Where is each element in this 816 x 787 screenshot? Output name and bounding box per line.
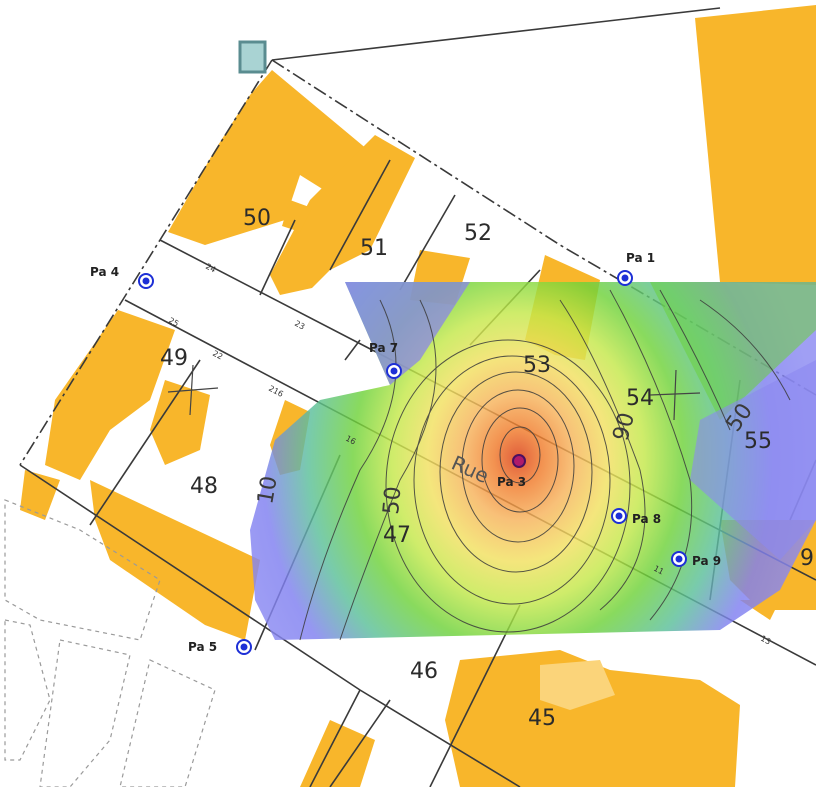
building (270, 135, 415, 295)
plot-label-45: 45 (528, 706, 556, 731)
survey-crosshair-icon (167, 364, 701, 421)
street-number: 13 (759, 634, 772, 647)
street-number: 25 (167, 316, 180, 329)
street-number: 11 (652, 564, 665, 577)
well-label: Pa 5 (188, 640, 217, 654)
plot-label-50: 50 (243, 206, 271, 231)
well-pa7[interactable]: Pa 7 (369, 341, 402, 379)
building-layer (20, 5, 816, 787)
building (540, 660, 615, 710)
building (90, 480, 260, 640)
street-number: 22 (211, 349, 224, 362)
building (695, 5, 816, 285)
contamination-plume (250, 282, 816, 641)
well-pa1[interactable]: Pa 1 (617, 251, 655, 286)
building (445, 650, 740, 787)
well-label: Pa 1 (626, 251, 655, 265)
well-label: Pa 8 (632, 512, 661, 526)
plot-label-9: 9 (800, 546, 814, 571)
well-label: Pa 9 (692, 554, 721, 568)
contour-label: 10 (253, 474, 282, 506)
street-numbers: 24 22 23 25 216 16 11 13 (167, 262, 772, 647)
plot-label-52: 52 (464, 221, 492, 246)
well-pa5[interactable]: Pa 5 (188, 639, 252, 655)
plot-label-46: 46 (410, 659, 438, 684)
well-pa8[interactable]: Pa 8 (611, 508, 661, 526)
street-number: 216 (267, 384, 285, 399)
street-number: 24 (204, 262, 217, 275)
well-pa9[interactable]: Pa 9 (671, 551, 721, 568)
building (45, 310, 175, 480)
street-number: 16 (344, 434, 357, 447)
plot-label-47: 47 (383, 523, 411, 548)
well-label: Pa 3 (497, 475, 526, 489)
building (150, 380, 210, 465)
parcel-outlines (4, 499, 216, 787)
plot-label-49: 49 (160, 346, 188, 371)
building (282, 200, 312, 232)
contour-label: 50 (379, 485, 406, 515)
building (20, 470, 60, 520)
plot-label-51: 51 (360, 236, 388, 261)
plot-label-54: 54 (626, 386, 654, 411)
well-pa4[interactable]: Pa 4 (90, 265, 154, 289)
well-pa3[interactable]: Pa 3 (497, 454, 526, 489)
well-label: Pa 7 (369, 341, 398, 355)
building (168, 70, 368, 245)
street-number: 23 (293, 319, 306, 332)
plot-label-55: 55 (744, 429, 772, 454)
boundary-marker-icon (238, 40, 267, 74)
plot-label-53: 53 (523, 353, 551, 378)
well-label: Pa 4 (90, 265, 119, 279)
plot-label-48: 48 (190, 474, 218, 499)
monitoring-wells: Pa 1 Pa 4 Pa 7 Pa 3 Pa 8 Pa 9 Pa 5 (90, 251, 721, 655)
